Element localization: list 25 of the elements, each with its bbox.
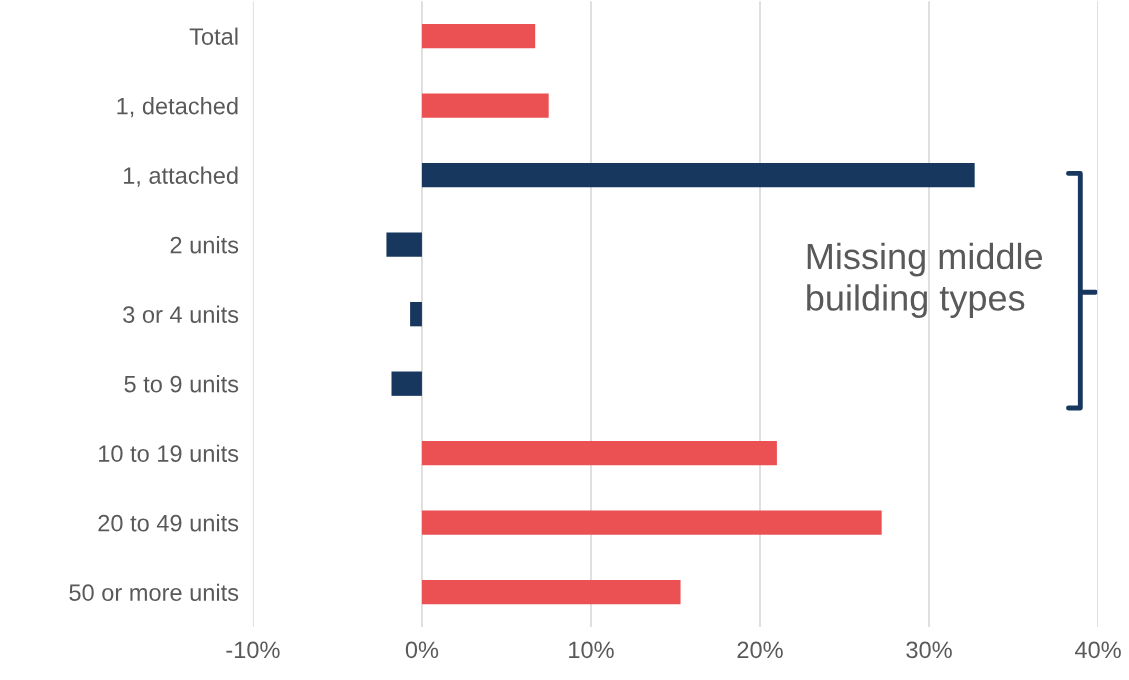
x-tick-label: 30% — [906, 641, 952, 659]
x-tick-label: 20% — [737, 641, 783, 659]
y-tick-label: 10 to 19 units — [99, 444, 239, 462]
y-tick-label: 5 to 9 units — [124, 375, 239, 393]
x-tick-label: -10% — [226, 641, 280, 659]
bar — [386, 232, 422, 257]
bar — [421, 580, 681, 605]
y-tick-label: 3 or 4 units — [123, 305, 239, 323]
y-tick-label: 1, attached — [123, 166, 238, 187]
y-tick-label: 50 or more units — [69, 583, 239, 601]
bar — [421, 510, 882, 535]
bar — [421, 23, 536, 49]
bar — [410, 302, 422, 327]
x-tick-label: 40% — [1074, 641, 1121, 659]
x-tick-label: 0% — [405, 641, 439, 659]
x-tick-label: 10% — [569, 641, 614, 659]
bar — [421, 441, 777, 466]
y-tick-label: Total — [189, 27, 238, 45]
y-tick-label: 1, detached — [117, 97, 238, 118]
y-tick-label: 20 to 49 units — [98, 514, 239, 532]
bar — [421, 162, 975, 188]
annotation: Missing middle building types — [807, 242, 1042, 318]
bar — [421, 93, 549, 118]
bar — [391, 371, 422, 396]
y-tick-label: 2 units — [170, 236, 239, 254]
